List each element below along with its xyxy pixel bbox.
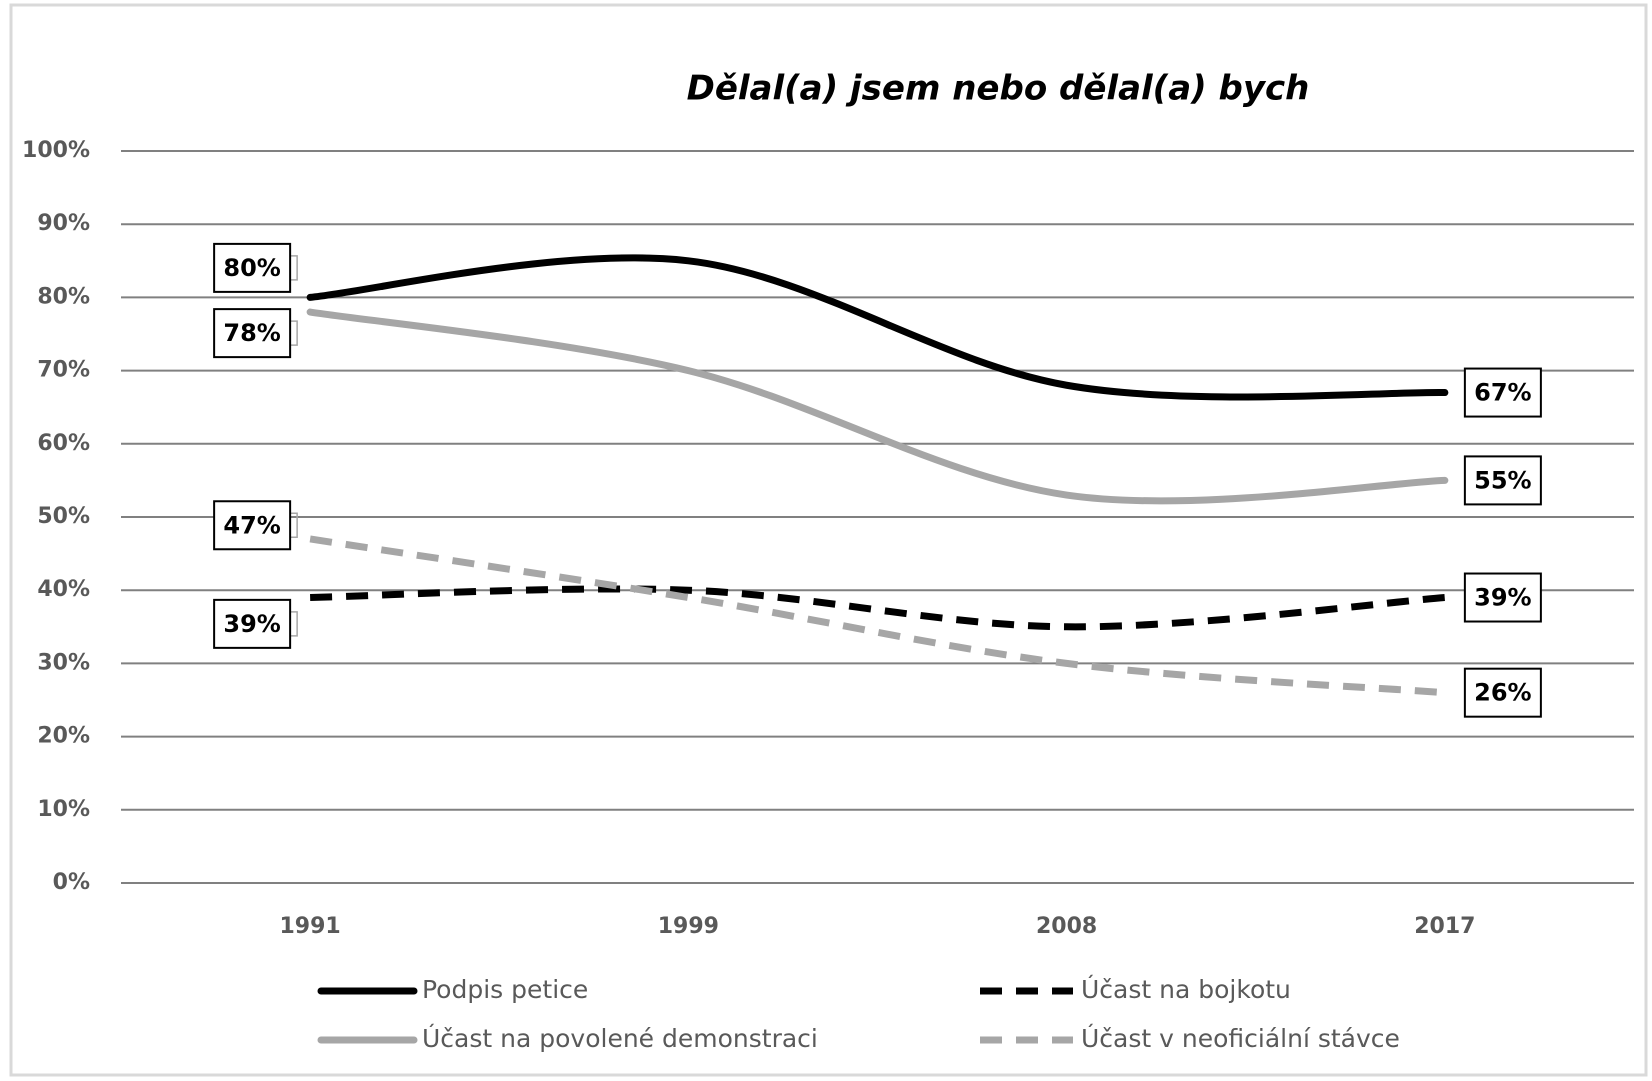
data-label: 39% bbox=[1474, 584, 1531, 612]
y-tick-label: 80% bbox=[37, 284, 90, 309]
series-line bbox=[306, 308, 1449, 505]
data-label-box bbox=[213, 500, 292, 551]
label-leader bbox=[290, 611, 298, 637]
data-label-box bbox=[213, 242, 292, 293]
x-tick-label: 1999 bbox=[658, 914, 719, 939]
chart-title: Dělal(a) jsem nebo dělal(a) bych bbox=[687, 69, 1310, 109]
series-line bbox=[309, 535, 1446, 697]
y-tick-label: 0% bbox=[53, 870, 90, 895]
y-tick-label: 90% bbox=[37, 211, 90, 236]
y-tick-label: 70% bbox=[37, 358, 90, 383]
data-label-box bbox=[1463, 455, 1542, 506]
y-tick-label: 100% bbox=[22, 138, 90, 163]
legend-label: Účast v neoficiální stávce bbox=[1081, 1023, 1400, 1053]
x-tick-label: 2008 bbox=[1036, 914, 1097, 939]
data-label: 47% bbox=[223, 511, 280, 539]
legend-label: Účast na bojkotu bbox=[1081, 974, 1291, 1004]
x-tick-label: 1991 bbox=[280, 914, 341, 939]
legend-label: Účast na povolené demonstraci bbox=[422, 1023, 818, 1053]
y-tick-label: 50% bbox=[37, 504, 90, 529]
data-label: 26% bbox=[1474, 679, 1531, 707]
series-line bbox=[306, 254, 1449, 401]
data-label-box bbox=[213, 598, 292, 649]
label-leader bbox=[290, 255, 298, 281]
data-label: 78% bbox=[223, 319, 280, 347]
data-label-box bbox=[213, 308, 292, 359]
y-tick-label: 30% bbox=[37, 650, 90, 675]
data-label-box bbox=[1463, 367, 1542, 418]
data-label: 55% bbox=[1474, 466, 1531, 494]
data-label-box bbox=[1463, 667, 1542, 718]
data-label: 80% bbox=[223, 254, 280, 282]
x-tick-label: 2017 bbox=[1414, 914, 1475, 939]
label-leader bbox=[290, 512, 298, 539]
y-tick-label: 20% bbox=[37, 724, 90, 749]
data-label: 67% bbox=[1474, 379, 1531, 407]
y-tick-label: 40% bbox=[37, 577, 90, 602]
y-tick-label: 60% bbox=[37, 431, 90, 456]
series-line bbox=[310, 585, 1446, 631]
y-tick-label: 10% bbox=[37, 797, 90, 822]
data-label-box bbox=[1463, 572, 1542, 623]
label-leader bbox=[290, 320, 298, 346]
data-label: 39% bbox=[223, 610, 280, 638]
legend-label: Podpis petice bbox=[422, 975, 588, 1004]
